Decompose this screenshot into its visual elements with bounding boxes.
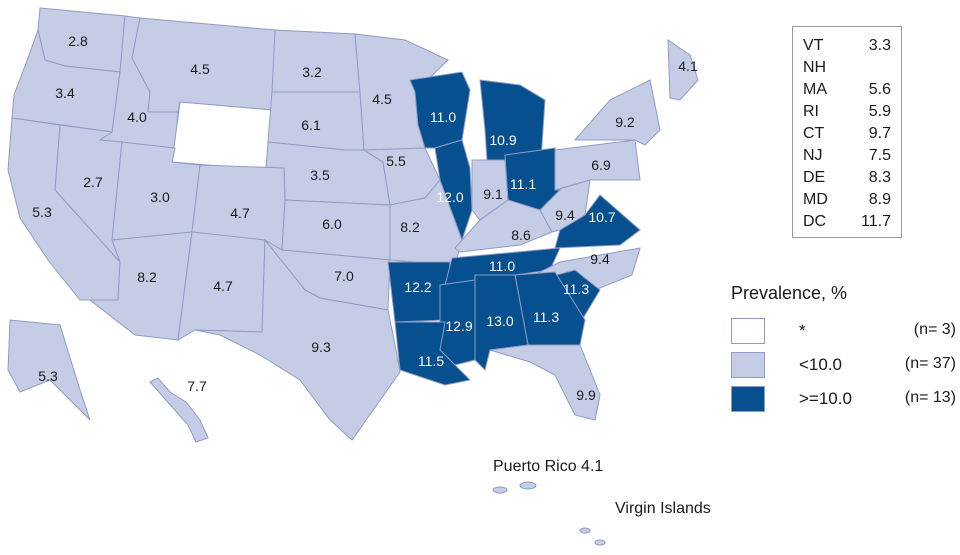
state-value-wv: 9.4 <box>555 207 575 223</box>
legend-label: <10.0 <box>799 355 843 374</box>
state-value-ga: 11.3 <box>533 309 559 325</box>
state-tx <box>194 238 401 441</box>
state-value-nv: 2.7 <box>83 174 103 190</box>
northeast-row-vt: VT 3.3 <box>793 37 901 59</box>
state-value-ut: 3.0 <box>150 189 170 205</box>
northeast-state-abbr: MA <box>803 81 827 98</box>
northeast-row-nj: NJ 7.5 <box>793 147 901 169</box>
northeast-state-abbr: VT <box>803 37 824 54</box>
state-value-mn: 4.5 <box>372 91 392 107</box>
state-ny <box>573 79 661 146</box>
state-value-fl: 9.9 <box>576 387 596 403</box>
territory-island-shape <box>594 539 606 546</box>
northeast-state-abbr: MD <box>803 191 828 208</box>
state-nd <box>271 29 361 93</box>
state-value-me: 4.1 <box>678 58 698 74</box>
state-value-hi: 7.7 <box>187 378 207 394</box>
state-value-ca: 5.3 <box>32 204 52 220</box>
northeast-row-ma: MA 5.6 <box>793 81 901 103</box>
northeast-state-abbr: CT <box>803 125 825 142</box>
northeast-state-value: 11.7 <box>861 213 891 230</box>
state-value-in: 9.1 <box>483 186 503 202</box>
state-ak <box>7 319 91 421</box>
legend-count: (n= 37) <box>904 355 956 372</box>
legend-item: <10.0 (n= 37) <box>731 352 956 380</box>
state-pa <box>554 139 641 191</box>
northeast-row-md: MD 8.9 <box>793 191 901 213</box>
legend-label: * <box>799 321 806 340</box>
northeast-state-abbr: DC <box>803 213 827 230</box>
legend-count: (n= 13) <box>904 389 956 406</box>
state-value-sd: 6.1 <box>301 117 321 133</box>
state-value-pa: 6.9 <box>591 157 611 173</box>
state-value-mt: 4.5 <box>190 61 210 77</box>
state-value-wa: 2.8 <box>68 33 88 49</box>
state-value-ok: 7.0 <box>334 268 354 284</box>
legend-title: Prevalence, % <box>731 283 848 303</box>
northeast-state-value: 3.3 <box>868 37 891 54</box>
state-value-ia: 5.5 <box>386 153 406 169</box>
state-value-or: 3.4 <box>55 85 75 101</box>
territory-island-shape <box>492 486 508 494</box>
state-value-ky: 8.6 <box>511 227 531 243</box>
state-value-id: 4.0 <box>127 109 147 125</box>
territory-island-shape <box>519 481 537 490</box>
northeast-state-abbr: NJ <box>803 147 823 164</box>
state-value-nd: 3.2 <box>302 64 322 80</box>
northeast-states-table: VT 3.3 NH MA 5.6 RI 5.9 CT 9.7 NJ 7.5 DE 8.3 MD 8.9 DC 1… <box>792 26 902 238</box>
state-value-al: 13.0 <box>486 313 513 329</box>
northeast-row-ct: CT 9.7 <box>793 125 901 147</box>
state-value-la: 11.5 <box>418 353 444 369</box>
state-value-tx: 9.3 <box>311 339 331 355</box>
state-value-mo: 8.2 <box>400 219 420 235</box>
northeast-state-abbr: RI <box>803 103 819 120</box>
state-value-az: 8.2 <box>137 269 157 285</box>
northeast-state-abbr: DE <box>803 169 826 186</box>
state-value-wi: 11.0 <box>430 109 456 125</box>
state-value-ne: 3.5 <box>310 167 330 183</box>
northeast-row-ri: RI 5.9 <box>793 103 901 125</box>
state-me <box>667 39 699 101</box>
state-value-sc: 11.3 <box>563 281 589 297</box>
state-wy <box>171 101 273 171</box>
state-value-tn: 11.0 <box>489 258 515 274</box>
northeast-row-de: DE 8.3 <box>793 169 901 191</box>
northeast-state-value: 8.3 <box>868 169 891 186</box>
northeast-state-value: 8.9 <box>868 191 891 208</box>
state-value-ak: 5.3 <box>38 368 58 384</box>
state-value-ar: 12.2 <box>404 279 431 295</box>
state-value-va: 10.7 <box>588 209 615 225</box>
northeast-state-value: 7.5 <box>868 147 891 164</box>
state-value-nc: 9.4 <box>590 251 610 267</box>
northeast-row-dc: DC 11.7 <box>793 213 901 235</box>
northeast-state-value: 9.7 <box>868 125 891 142</box>
legend-swatch <box>731 386 765 412</box>
virgin-islands-label: Virgin Islands <box>615 500 711 517</box>
northeast-state-value: 5.6 <box>868 81 891 98</box>
legend-item: >=10.0 (n= 13) <box>731 386 956 414</box>
legend-count: (n= 3) <box>913 321 956 338</box>
northeast-row-nh: NH <box>793 59 901 81</box>
territory-island-shape <box>579 527 591 534</box>
puerto-rico-label: Puerto Rico 4.1 <box>493 458 604 475</box>
state-value-ks: 6.0 <box>322 216 342 232</box>
state-value-co: 4.7 <box>230 205 250 221</box>
northeast-state-abbr: NH <box>803 59 827 76</box>
state-value-ny: 9.2 <box>615 114 635 130</box>
northeast-state-value: 5.9 <box>868 103 891 120</box>
state-value-mi: 10.9 <box>489 132 516 148</box>
state-value-ms: 12.9 <box>445 318 472 334</box>
state-value-il: 12.0 <box>436 189 463 205</box>
state-fl <box>489 344 601 421</box>
legend-item: * (n= 3) <box>731 318 956 346</box>
state-hi <box>149 377 209 443</box>
legend-swatch <box>731 352 765 378</box>
state-la <box>394 321 472 386</box>
state-value-nm: 4.7 <box>213 278 233 294</box>
legend-swatch <box>731 318 765 344</box>
state-value-oh: 11.1 <box>510 176 536 192</box>
legend-label: >=10.0 <box>799 389 852 408</box>
